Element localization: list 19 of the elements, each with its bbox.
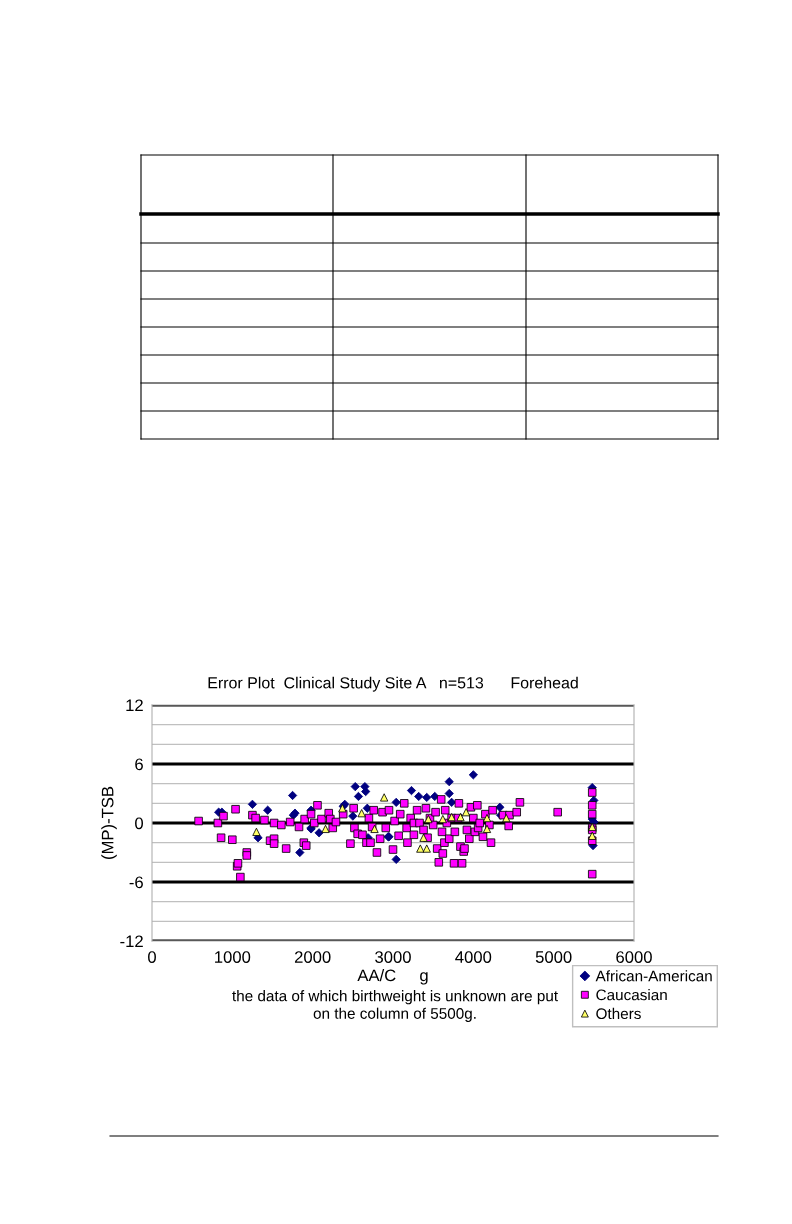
x-tick-label: 5000 xyxy=(535,951,572,963)
legend-label: Others xyxy=(596,1007,641,1020)
legend-label: African-American xyxy=(595,970,712,982)
y-tick-label: 6 xyxy=(135,758,143,771)
x-tick-label: 2000 xyxy=(294,951,331,963)
x-tick-label: 6000 xyxy=(616,951,652,963)
y-axis-title: (MP)-TSB xyxy=(101,786,117,859)
y-tick-label: 0 xyxy=(135,817,144,830)
x-tick-label: 4000 xyxy=(455,951,492,963)
y-tick-label: -6 xyxy=(129,876,143,889)
legend-label: Caucasian xyxy=(596,989,667,1001)
chart-title: Error Plot Clinical Study Site A n=513 Forehead xyxy=(208,676,578,692)
y-tick-label: 12 xyxy=(126,699,143,712)
x-tick-label: 3000 xyxy=(375,951,411,963)
x-axis-title: AA/C g xyxy=(357,969,428,985)
x-tick-label: 1000 xyxy=(215,951,251,963)
text: the data of which birthweight is unknown are put on the column of 5500g. xyxy=(232,990,558,1022)
x-tick-label: 0 xyxy=(148,951,156,963)
y-tick-label: -12 xyxy=(120,935,143,948)
